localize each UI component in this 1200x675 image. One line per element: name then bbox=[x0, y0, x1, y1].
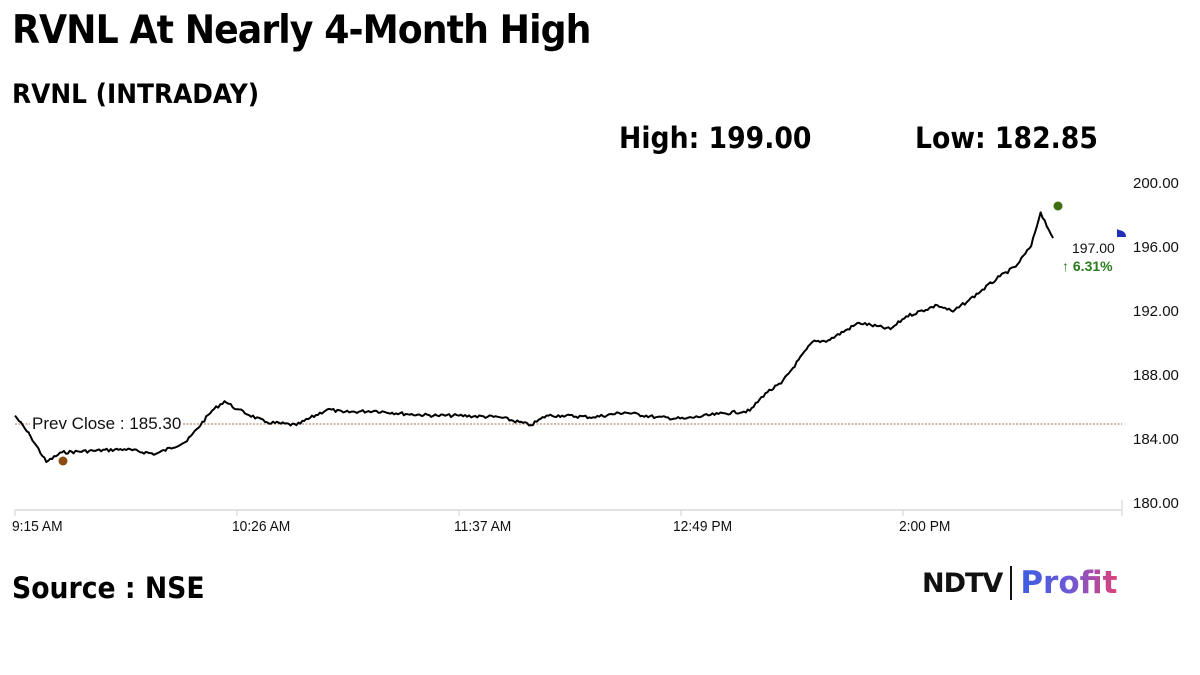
high-value: High: 199.00 bbox=[619, 121, 812, 155]
low-value: Low: 182.85 bbox=[915, 121, 1098, 155]
chart-subtitle: RVNL (INTRADAY) bbox=[12, 79, 260, 110]
y-tick-200: 200.00 bbox=[1133, 175, 1179, 192]
high-marker bbox=[1053, 201, 1063, 211]
change-percent-label: ↑ 6.31% bbox=[1062, 258, 1113, 274]
x-tick-0915: 9:15 AM bbox=[12, 518, 63, 535]
chart-title: RVNL At Nearly 4-Month High bbox=[12, 8, 591, 53]
x-tick-1026: 10:26 AM bbox=[232, 518, 291, 535]
y-tick-196: 196.00 bbox=[1133, 239, 1179, 256]
logo-profit: Profit bbox=[1020, 565, 1118, 601]
y-tick-180: 180.00 bbox=[1133, 495, 1179, 512]
current-price-marker-icon bbox=[1117, 229, 1126, 237]
y-tick-192: 192.00 bbox=[1133, 303, 1179, 320]
x-tick-1137: 11:37 AM bbox=[454, 518, 512, 535]
prev-close-label: Prev Close : 185.30 bbox=[30, 414, 184, 434]
source-label: Source : NSE bbox=[12, 571, 205, 605]
y-tick-184: 184.00 bbox=[1133, 431, 1179, 448]
last-price-label: 197.00 bbox=[1072, 240, 1115, 256]
ndtv-profit-logo: NDTV Profit bbox=[922, 563, 1117, 603]
price-line bbox=[14, 211, 1054, 463]
logo-ndtv: NDTV bbox=[922, 567, 1003, 599]
low-marker bbox=[58, 456, 68, 466]
x-tick-1249: 12:49 PM bbox=[673, 518, 733, 535]
y-tick-188: 188.00 bbox=[1133, 367, 1179, 384]
logo-separator bbox=[1010, 566, 1013, 600]
x-tick-1400: 2:00 PM bbox=[899, 518, 951, 535]
